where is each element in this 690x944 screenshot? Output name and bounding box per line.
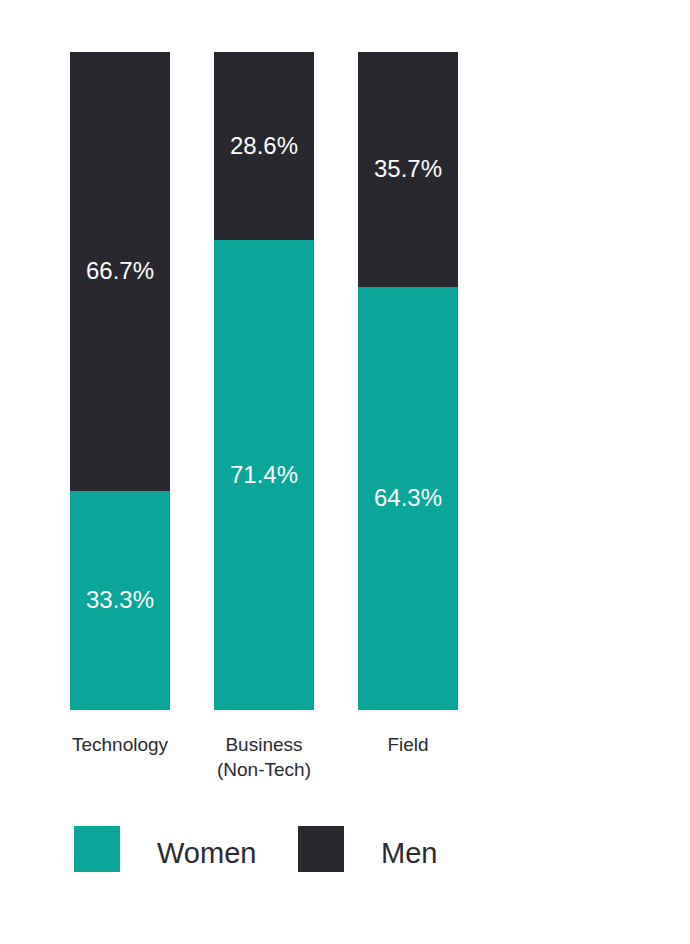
legend-swatch [298, 826, 344, 872]
category-label: Field [346, 732, 470, 757]
legend-label: Women [157, 830, 256, 876]
category-label: Technology [58, 732, 182, 757]
data-label: 35.7% [348, 154, 468, 184]
chart: Technology Business (Non-Tech) Field 33.3% 6… [0, 0, 690, 944]
data-label: 33.3% [60, 585, 180, 615]
data-label: 71.4% [204, 460, 324, 490]
data-label: 64.3% [348, 483, 468, 513]
data-label: 28.6% [204, 131, 324, 161]
category-label: Business (Non-Tech) [202, 732, 326, 782]
data-label: 66.7% [60, 256, 180, 286]
legend-swatch [74, 826, 120, 872]
legend-label: Men [381, 830, 437, 876]
